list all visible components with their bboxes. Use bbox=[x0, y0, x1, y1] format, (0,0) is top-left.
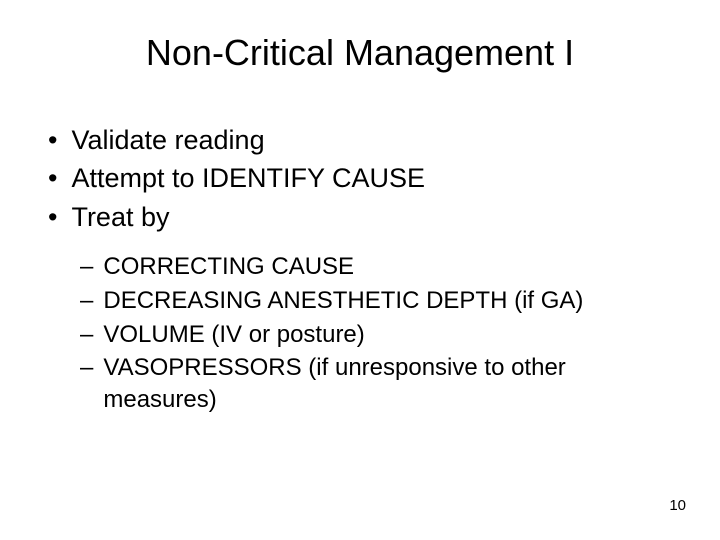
bullet-item: • Attempt to IDENTIFY CAUSE bbox=[48, 160, 680, 196]
bullet-text: Validate reading bbox=[71, 122, 264, 158]
sub-bullet-item: – VOLUME (IV or posture) bbox=[80, 319, 680, 351]
dash-marker-icon: – bbox=[80, 251, 93, 283]
sub-bullet-text: DECREASING ANESTHETIC DEPTH (if GA) bbox=[103, 285, 583, 317]
sub-bullet-text: VASOPRESSORS (if unresponsive to other m… bbox=[103, 352, 663, 415]
dash-marker-icon: – bbox=[80, 319, 93, 351]
slide-title: Non-Critical Management I bbox=[40, 32, 680, 74]
page-number: 10 bbox=[669, 497, 686, 514]
sub-bullet-list: – CORRECTING CAUSE – DECREASING ANESTHET… bbox=[40, 251, 680, 415]
main-bullet-list: • Validate reading • Attempt to IDENTIFY… bbox=[40, 122, 680, 235]
bullet-marker-icon: • bbox=[48, 122, 57, 158]
dash-marker-icon: – bbox=[80, 285, 93, 317]
sub-bullet-text: CORRECTING CAUSE bbox=[103, 251, 354, 283]
sub-bullet-item: – DECREASING ANESTHETIC DEPTH (if GA) bbox=[80, 285, 680, 317]
bullet-marker-icon: • bbox=[48, 160, 57, 196]
bullet-item: • Validate reading bbox=[48, 122, 680, 158]
bullet-text: Treat by bbox=[71, 199, 169, 235]
bullet-marker-icon: • bbox=[48, 199, 57, 235]
sub-bullet-item: – CORRECTING CAUSE bbox=[80, 251, 680, 283]
sub-bullet-text: VOLUME (IV or posture) bbox=[103, 319, 364, 351]
bullet-item: • Treat by bbox=[48, 199, 680, 235]
sub-bullet-item: – VASOPRESSORS (if unresponsive to other… bbox=[80, 352, 680, 415]
bullet-text: Attempt to IDENTIFY CAUSE bbox=[71, 160, 425, 196]
slide-container: Non-Critical Management I • Validate rea… bbox=[0, 0, 720, 540]
dash-marker-icon: – bbox=[80, 352, 93, 384]
